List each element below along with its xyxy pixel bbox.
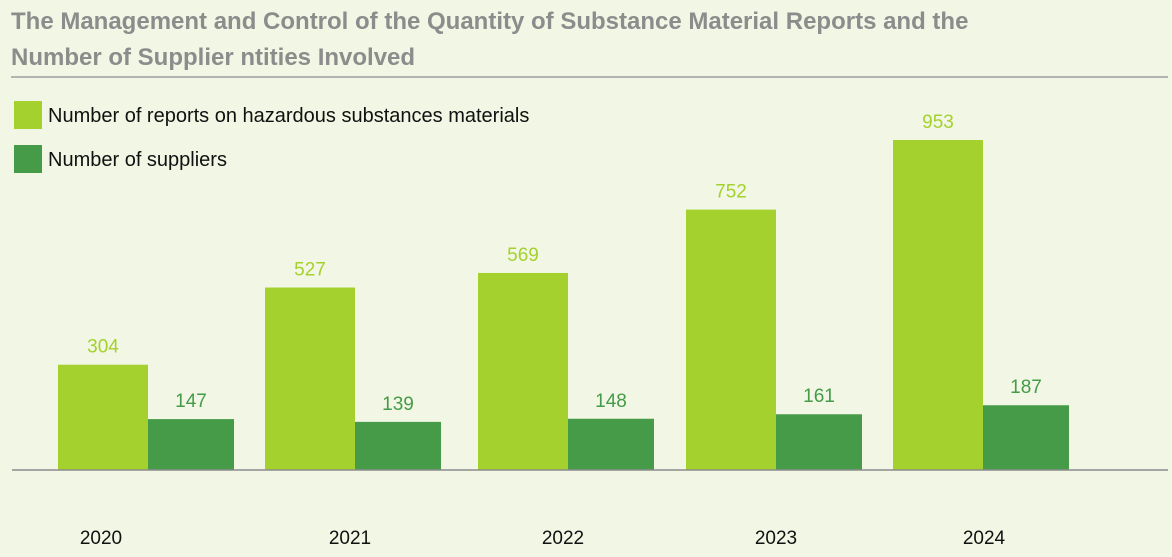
value-label-2023-series-2: 161 [803,386,835,407]
bar-2023-series-2 [776,414,862,470]
legend-swatch-1 [14,101,42,129]
value-label-2024-series-2: 187 [1010,377,1042,398]
x-tick-label-2020: 2020 [80,528,122,549]
bar-2022-series-2 [568,418,654,470]
chart-title-line-2: Number of Supplier ntities Involved [11,44,416,71]
x-tick-label-2022: 2022 [542,528,584,549]
x-tick-label-2023: 2023 [755,528,797,549]
chart-title-line-1: The Management and Control of the Quanti… [11,8,969,35]
value-label-2020-series-1: 304 [87,337,119,358]
bar-2020-series-2 [148,419,234,470]
legend-swatch-2 [14,145,42,173]
bar-2024-series-1 [893,140,983,470]
value-label-2020-series-2: 147 [175,391,207,412]
value-label-2022-series-2: 148 [595,391,627,412]
x-axis-labels: 2020 2021 2022 2023 2024 [80,528,1006,549]
legend: Number of reports on hazardous substance… [14,101,529,173]
x-tick-label-2021: 2021 [329,528,371,549]
bars-group [58,140,1069,470]
bar-2024-series-2 [983,405,1069,470]
bar-2020-series-1 [58,364,148,470]
x-tick-label-2024: 2024 [963,528,1006,549]
value-label-2021-series-1: 527 [294,260,326,281]
chart-title: The Management and Control of the Quanti… [11,4,1161,76]
title-divider [11,76,1168,78]
bar-2021-series-2 [355,421,441,470]
bar-2022-series-1 [478,272,568,470]
bar-2021-series-1 [265,287,355,470]
legend-label-1: Number of reports on hazardous substance… [48,105,529,127]
legend-label-2: Number of suppliers [48,149,227,171]
value-label-2021-series-2: 139 [382,394,414,415]
bar-2023-series-1 [686,209,776,470]
value-labels-group: 304 147 527 139 569 148 752 161 953 187 [87,112,1042,415]
value-label-2022-series-1: 569 [507,245,539,266]
value-label-2023-series-1: 752 [715,182,747,203]
value-label-2024-series-1: 953 [922,112,954,133]
